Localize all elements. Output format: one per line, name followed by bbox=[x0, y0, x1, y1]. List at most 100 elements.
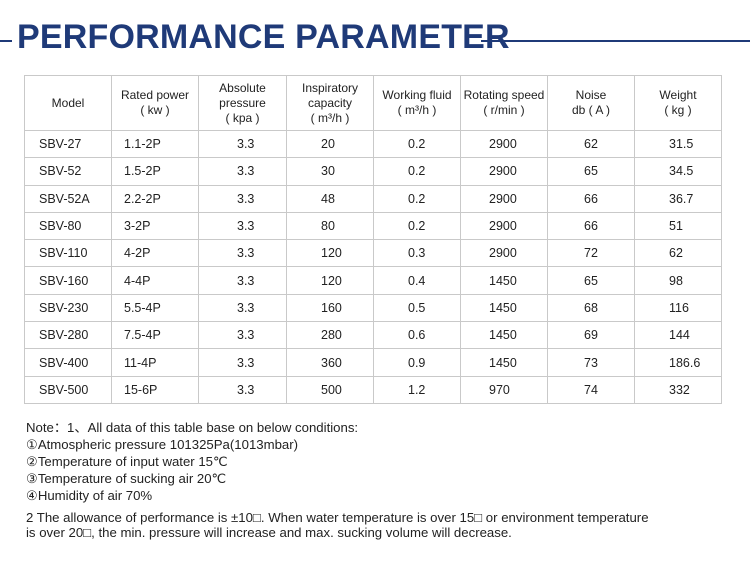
table-cell: 332 bbox=[634, 375, 722, 404]
table-cell: 0.2 bbox=[373, 157, 461, 186]
table-cell: 1450 bbox=[460, 293, 548, 323]
table-cell: 500 bbox=[286, 375, 374, 404]
table-row: SBV-400 11-4P 3.3 360 0.9 1450 73 186.6 bbox=[24, 348, 722, 377]
column-header-line: ( m³/h ) bbox=[397, 103, 437, 117]
column-header: Absolute pressure( kpa ) bbox=[198, 75, 287, 131]
column-header: Noise db ( A ) bbox=[547, 75, 635, 131]
table-cell: 3.3 bbox=[198, 129, 287, 159]
table-cell: 1.5-2P bbox=[111, 157, 199, 186]
table-cell: 34.5 bbox=[634, 157, 722, 186]
table-cell: 1450 bbox=[460, 266, 548, 295]
table-cell: 62 bbox=[634, 239, 722, 268]
table-cell: 80 bbox=[286, 211, 374, 241]
column-header-line: Noise bbox=[575, 88, 607, 102]
table-cell: 48 bbox=[286, 184, 374, 213]
table-row: SBV-80 3-2P 3.3 80 0.2 2900 66 51 bbox=[24, 211, 722, 241]
table-cell: 116 bbox=[634, 293, 722, 323]
table-cell: 11-4P bbox=[111, 348, 199, 377]
table-cell: 4-4P bbox=[111, 266, 199, 295]
table-cell: 3.3 bbox=[198, 375, 287, 404]
column-header-line: Model bbox=[51, 95, 85, 110]
table-cell: SBV-160 bbox=[24, 266, 112, 295]
performance-table: Model Rated power( kw ) Absolute pressure( … bbox=[24, 75, 722, 404]
column-header: Weight( kg ) bbox=[634, 75, 722, 131]
table-row: SBV-500 15-6P 3.3 500 1.2 970 74 332 bbox=[24, 375, 722, 404]
table-cell: 3.3 bbox=[198, 321, 287, 350]
table-cell: 2900 bbox=[460, 211, 548, 241]
column-header-line: pressure bbox=[219, 95, 266, 110]
table-cell: 3.3 bbox=[198, 348, 287, 377]
table-cell: 69 bbox=[547, 321, 635, 350]
table-cell: SBV-500 bbox=[24, 375, 112, 404]
note-condition-3: ③Temperature of sucking air 20℃ bbox=[26, 471, 227, 486]
table-cell: 2900 bbox=[460, 129, 548, 159]
note-condition-2: ②Temperature of input water 15℃ bbox=[26, 454, 228, 469]
table-cell: 970 bbox=[460, 375, 548, 404]
note-intro: Note：1、All data of this table base on be… bbox=[26, 420, 359, 435]
column-header-line: capacity bbox=[307, 95, 353, 110]
table-cell: 3.3 bbox=[198, 239, 287, 268]
table-cell: SBV-80 bbox=[24, 211, 112, 241]
table-cell: SBV-110 bbox=[24, 239, 112, 268]
table-row: SBV-52 1.5-2P 3.3 30 0.2 2900 65 34.5 bbox=[24, 157, 722, 186]
column-header: Rated power( kw ) bbox=[111, 75, 199, 131]
table-cell: 0.2 bbox=[373, 129, 461, 159]
note-allowance-line-2: is over 20□, the min. pressure will incr… bbox=[26, 525, 512, 540]
table-cell: 3.3 bbox=[198, 293, 287, 323]
table-cell: 72 bbox=[547, 239, 635, 268]
table-cell: 65 bbox=[547, 157, 635, 186]
table-row: SBV-52A 2.2-2P 3.3 48 0.2 2900 66 36.7 bbox=[24, 184, 722, 213]
table-cell: 2900 bbox=[460, 157, 548, 186]
table-cell: 0.4 bbox=[373, 266, 461, 295]
table-cell: 3.3 bbox=[198, 157, 287, 186]
table-header-row: Model Rated power( kw ) Absolute pressure( … bbox=[24, 75, 722, 131]
table-cell: 3.3 bbox=[198, 184, 287, 213]
table-cell: 120 bbox=[286, 239, 374, 268]
column-header-line: Working fluid bbox=[382, 88, 452, 102]
column-header-line: db ( A ) bbox=[571, 103, 611, 117]
table-cell: SBV-52 bbox=[24, 157, 112, 186]
table-cell: 20 bbox=[286, 129, 374, 159]
table-cell: 31.5 bbox=[634, 129, 722, 159]
table-row: SBV-27 1.1-2P 3.3 20 0.2 2900 62 31.5 bbox=[24, 129, 722, 159]
table-cell: 68 bbox=[547, 293, 635, 323]
table-cell: 3-2P bbox=[111, 211, 199, 241]
column-header: Rotating speed( r/min ) bbox=[460, 75, 548, 131]
table-cell: 0.3 bbox=[373, 239, 461, 268]
table-cell: 98 bbox=[634, 266, 722, 295]
table-cell: SBV-52A bbox=[24, 184, 112, 213]
table-cell: 0.2 bbox=[373, 184, 461, 213]
table-cell: 120 bbox=[286, 266, 374, 295]
column-header-line: ( m³/h ) bbox=[310, 110, 350, 125]
table-cell: 5.5-4P bbox=[111, 293, 199, 323]
table-cell: 66 bbox=[547, 184, 635, 213]
note-allowance-line-1: 2 The allowance of performance is ±10□. … bbox=[26, 510, 649, 525]
table-cell: 280 bbox=[286, 321, 374, 350]
table-cell: 2900 bbox=[460, 184, 548, 213]
table-cell: 144 bbox=[634, 321, 722, 350]
table-cell: 2900 bbox=[460, 239, 548, 268]
title-rule-right bbox=[481, 40, 750, 42]
title-rule-left bbox=[0, 40, 12, 42]
note-allowance: 2 The allowance of performance is ±10□. … bbox=[26, 510, 726, 540]
table-cell: 3.3 bbox=[198, 211, 287, 241]
column-header: Working fluid( m³/h ) bbox=[373, 75, 461, 131]
title-row: PERFORMANCE PARAMETER bbox=[0, 14, 750, 66]
table-cell: 160 bbox=[286, 293, 374, 323]
table-cell: SBV-280 bbox=[24, 321, 112, 350]
column-header-line: Absolute bbox=[219, 80, 266, 95]
table-cell: 7.5-4P bbox=[111, 321, 199, 350]
table-cell: 0.2 bbox=[373, 211, 461, 241]
table-row: SBV-230 5.5-4P 3.3 160 0.5 1450 68 116 bbox=[24, 293, 722, 323]
table-cell: 1450 bbox=[460, 348, 548, 377]
table-cell: 0.9 bbox=[373, 348, 461, 377]
column-header: Inspiratory capacity( m³/h ) bbox=[286, 75, 374, 131]
column-header: Model bbox=[24, 75, 112, 131]
table-cell: 65 bbox=[547, 266, 635, 295]
table-cell: 4-2P bbox=[111, 239, 199, 268]
table-cell: 30 bbox=[286, 157, 374, 186]
column-header-line: Rated power bbox=[120, 88, 190, 102]
table-row: SBV-160 4-4P 3.3 120 0.4 1450 65 98 bbox=[24, 266, 722, 295]
note-condition-1: ①Atmospheric pressure 101325Pa(1013mbar) bbox=[26, 437, 299, 452]
table-cell: SBV-230 bbox=[24, 293, 112, 323]
